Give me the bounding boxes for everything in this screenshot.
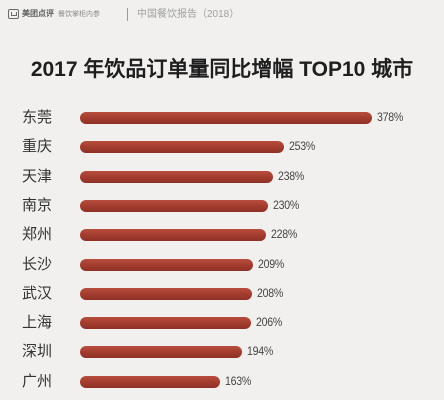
category-label: 上海 <box>22 314 53 332</box>
category-label: 重庆 <box>22 138 53 156</box>
brand-name: 美团点评 <box>22 9 54 18</box>
category-label: 南京 <box>22 196 53 214</box>
value-label: 194% <box>247 344 274 359</box>
category-label: 长沙 <box>22 255 53 273</box>
category-label: 广州 <box>22 372 53 390</box>
brand-logo-icon <box>8 9 19 19</box>
category-label: 郑州 <box>22 226 53 244</box>
category-label: 深圳 <box>22 343 53 361</box>
value-label: 228% <box>271 227 298 242</box>
report-header: 美团点评 餐饮掌柜内参 中国餐饮报告（2018） <box>0 0 444 28</box>
category-label: 天津 <box>22 167 53 185</box>
value-label: 206% <box>255 315 282 330</box>
category-label: 武汉 <box>22 284 53 302</box>
value-label: 238% <box>278 168 305 183</box>
report-name: 中国餐饮报告（2018） <box>137 9 240 20</box>
bar-1 <box>80 141 284 154</box>
bar-0 <box>80 112 373 124</box>
value-label: 209% <box>257 256 284 271</box>
value-label: 378% <box>377 110 404 124</box>
value-label: 253% <box>288 139 315 154</box>
column-name: 餐饮掌柜内参 <box>58 11 100 18</box>
bar-4 <box>80 229 267 242</box>
bar-2 <box>80 170 274 183</box>
bar-3 <box>80 199 268 212</box>
value-label: 163% <box>225 373 252 388</box>
bar-9 <box>80 375 221 388</box>
header-divider <box>127 8 128 21</box>
bar-8 <box>80 346 243 359</box>
category-label: 东莞 <box>22 109 53 126</box>
value-label: 208% <box>257 285 284 300</box>
bar-7 <box>80 317 251 330</box>
bar-6 <box>80 287 253 300</box>
bar-5 <box>80 258 253 271</box>
chart-title: 2017 年饮品订单量同比增幅 TOP10 城市 <box>30 58 414 81</box>
value-label: 230% <box>272 197 299 212</box>
